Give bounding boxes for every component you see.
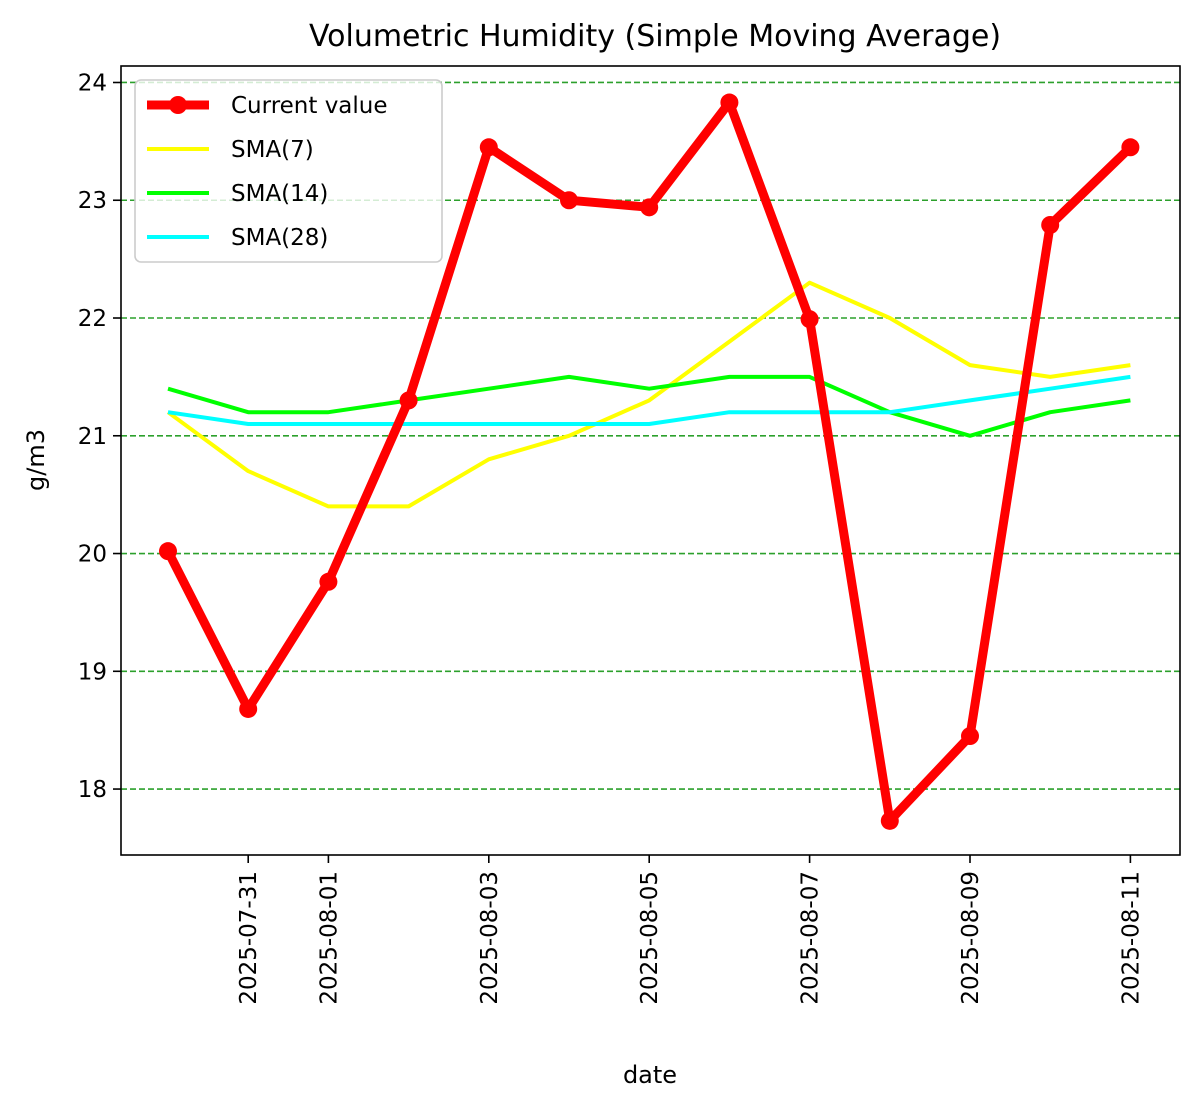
data-point [560,191,578,210]
x-axis-label: date [623,1061,677,1089]
plot-frame [120,65,1181,856]
y-axis-ticks: 18 19 20 21 22 23 24 [78,70,121,803]
data-point [800,310,819,329]
x-tick-label: 2025-08-07 [798,871,824,1005]
legend-box [134,79,443,263]
legend-label: SMA(7) [231,137,314,163]
x-tick-label: 2025-08-01 [316,871,342,1005]
data-point [479,138,498,157]
series-line-2 [167,374,1131,438]
series-lines [159,93,1140,830]
x-tick-label: 2025-07-31 [236,871,262,1005]
data-point [961,727,979,746]
y-tick-label: 19 [78,659,107,685]
y-tick-label: 23 [78,188,107,214]
x-axis-ticks: 2025-07-31 2025-08-01 2025-08-03 2025-08-05… [236,855,1144,1005]
x-tick-label: 2025-08-11 [1118,871,1144,1005]
data-point [1121,138,1140,157]
series-line-3 [167,374,1131,426]
legend-label: SMA(14) [231,181,328,207]
legend-marker [169,96,187,114]
data-point [399,391,418,410]
x-tick-label: 2025-08-09 [958,871,984,1005]
data-point [239,699,258,718]
legend-label: SMA(28) [231,225,328,251]
series-line-1 [166,280,1131,509]
data-point [640,198,659,217]
y-tick-label: 21 [78,424,107,450]
y-tick-label: 22 [78,306,107,332]
data-point [720,93,739,112]
chart-title: Volumetric Humidity (Simple Moving Avera… [309,19,1001,54]
data-point [159,542,177,561]
data-point [319,572,338,591]
y-tick-label: 18 [78,777,107,803]
x-tick-label: 2025-08-05 [637,871,663,1005]
x-tick-label: 2025-08-03 [477,871,503,1005]
data-point [880,811,899,830]
legend-label: Current value [231,93,388,119]
data-point [1041,215,1060,234]
y-axis-label: g/m3 [22,429,50,491]
legend: Current value SMA(7) SMA(14) SMA(28) [134,79,443,263]
y-tick-label: 20 [78,542,107,568]
y-tick-label: 24 [78,70,107,96]
